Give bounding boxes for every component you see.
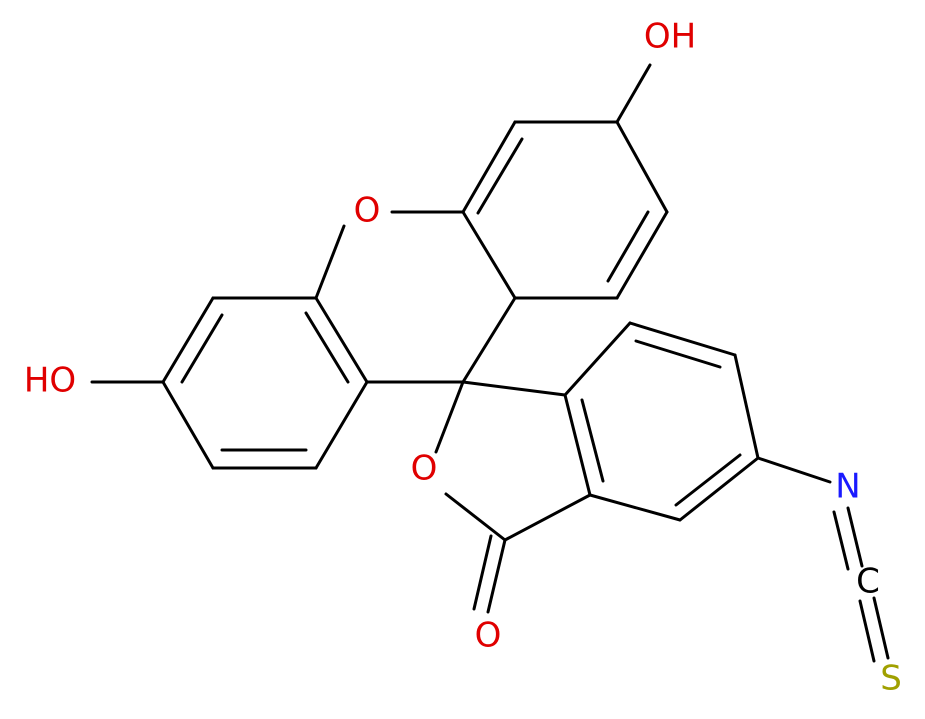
atom-label: S xyxy=(880,659,902,699)
bonds xyxy=(90,63,890,663)
atom-label: C xyxy=(856,562,880,602)
atom-label: O xyxy=(411,449,438,489)
atom-label: N xyxy=(835,467,860,507)
atom-label: O xyxy=(475,616,502,656)
atom-label: HO xyxy=(24,361,76,401)
atom-label: O xyxy=(354,191,381,231)
atom-label: OH xyxy=(644,17,696,57)
